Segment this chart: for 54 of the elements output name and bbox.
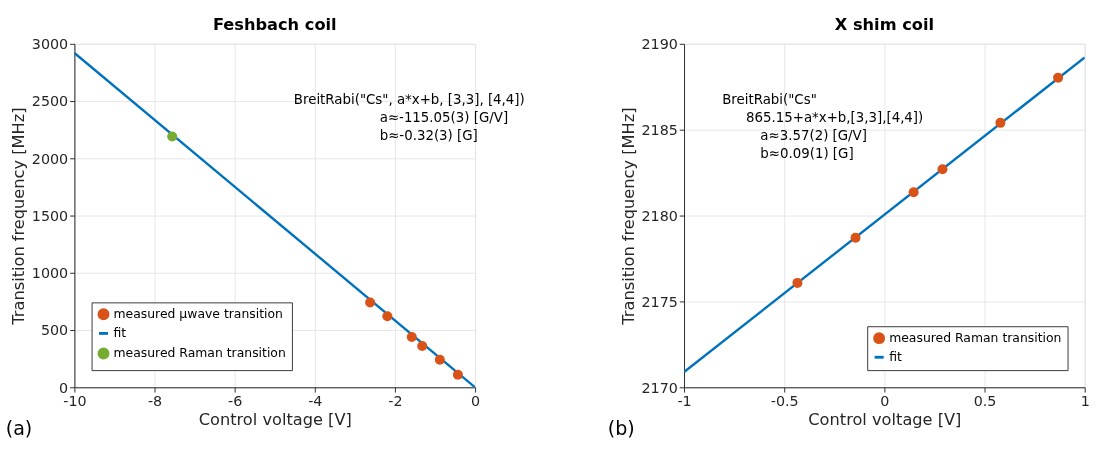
annotation: 865.15+a*x+b,[3,3],[4,4]) bbox=[746, 110, 924, 126]
point bbox=[365, 297, 376, 308]
point bbox=[995, 117, 1006, 128]
point bbox=[1053, 72, 1064, 83]
annotation: a≈-115.05(3) [G/V] bbox=[379, 110, 509, 126]
legend-label: measured Raman transition bbox=[113, 345, 286, 361]
point bbox=[908, 187, 919, 198]
point bbox=[452, 369, 463, 380]
y-tick-label: 2000 bbox=[31, 150, 69, 167]
y-tick-label: 500 bbox=[40, 322, 69, 339]
annotation: BreitRabi("Cs", a*x+b, [3,3], [4,4]) bbox=[293, 91, 525, 107]
point bbox=[382, 311, 393, 322]
x-tick-label: 0 bbox=[471, 392, 481, 409]
point bbox=[792, 277, 803, 288]
y-tick-label: 2180 bbox=[641, 207, 678, 224]
x-tick-label: -8 bbox=[147, 392, 163, 409]
x-tick-label: 0.5 bbox=[973, 392, 997, 409]
x-tick-label: 0 bbox=[880, 392, 890, 409]
point bbox=[937, 164, 948, 175]
annotation: b≈0.09(1) [G] bbox=[760, 146, 854, 162]
x-axis-title: Control voltage [V] bbox=[198, 409, 352, 429]
legend-label: measured µwave transition bbox=[113, 306, 283, 322]
text: (a) bbox=[5, 417, 33, 439]
y-tick-label: 2170 bbox=[641, 379, 678, 396]
x-axis-title: Control voltage [V] bbox=[808, 409, 962, 429]
annotation: BreitRabi("Cs" bbox=[722, 91, 817, 107]
y-tick-label: 3000 bbox=[31, 36, 69, 53]
x-tick-label: -1 bbox=[677, 392, 692, 409]
annotation: a≈3.57(2) [G/V] bbox=[760, 128, 867, 144]
legend-label: fit bbox=[889, 349, 902, 365]
legend-label: fit bbox=[113, 325, 127, 341]
point bbox=[417, 341, 428, 352]
point bbox=[167, 131, 178, 142]
text: (b) bbox=[607, 417, 635, 439]
y-tick-label: 1500 bbox=[31, 207, 69, 224]
y-tick-label: 1000 bbox=[31, 265, 69, 282]
y-axis-title: Transition frequency [MHz] bbox=[9, 107, 29, 326]
y-axis-title: Transition frequency [MHz] bbox=[618, 107, 638, 326]
x-tick-label: -2 bbox=[388, 392, 403, 409]
y-tick-label: 2190 bbox=[641, 36, 678, 53]
y-tick-label: 2175 bbox=[641, 293, 678, 310]
chart-title: Feshbach coil bbox=[212, 14, 337, 34]
x-tick-label: -6 bbox=[228, 392, 243, 409]
point bbox=[434, 354, 445, 365]
point bbox=[850, 232, 861, 243]
x-tick-label: -0.5 bbox=[770, 392, 799, 409]
x-tick-label: -4 bbox=[308, 392, 323, 409]
point bbox=[406, 331, 417, 342]
y-tick-label: 2185 bbox=[641, 121, 678, 138]
x-tick-label: 1 bbox=[1080, 392, 1090, 409]
legend-label: measured Raman transition bbox=[889, 329, 1062, 345]
y-tick-label: 2500 bbox=[31, 93, 69, 110]
chart-title: X shim coil bbox=[834, 14, 935, 34]
annotation: b≈-0.32(3) [G] bbox=[379, 128, 478, 144]
